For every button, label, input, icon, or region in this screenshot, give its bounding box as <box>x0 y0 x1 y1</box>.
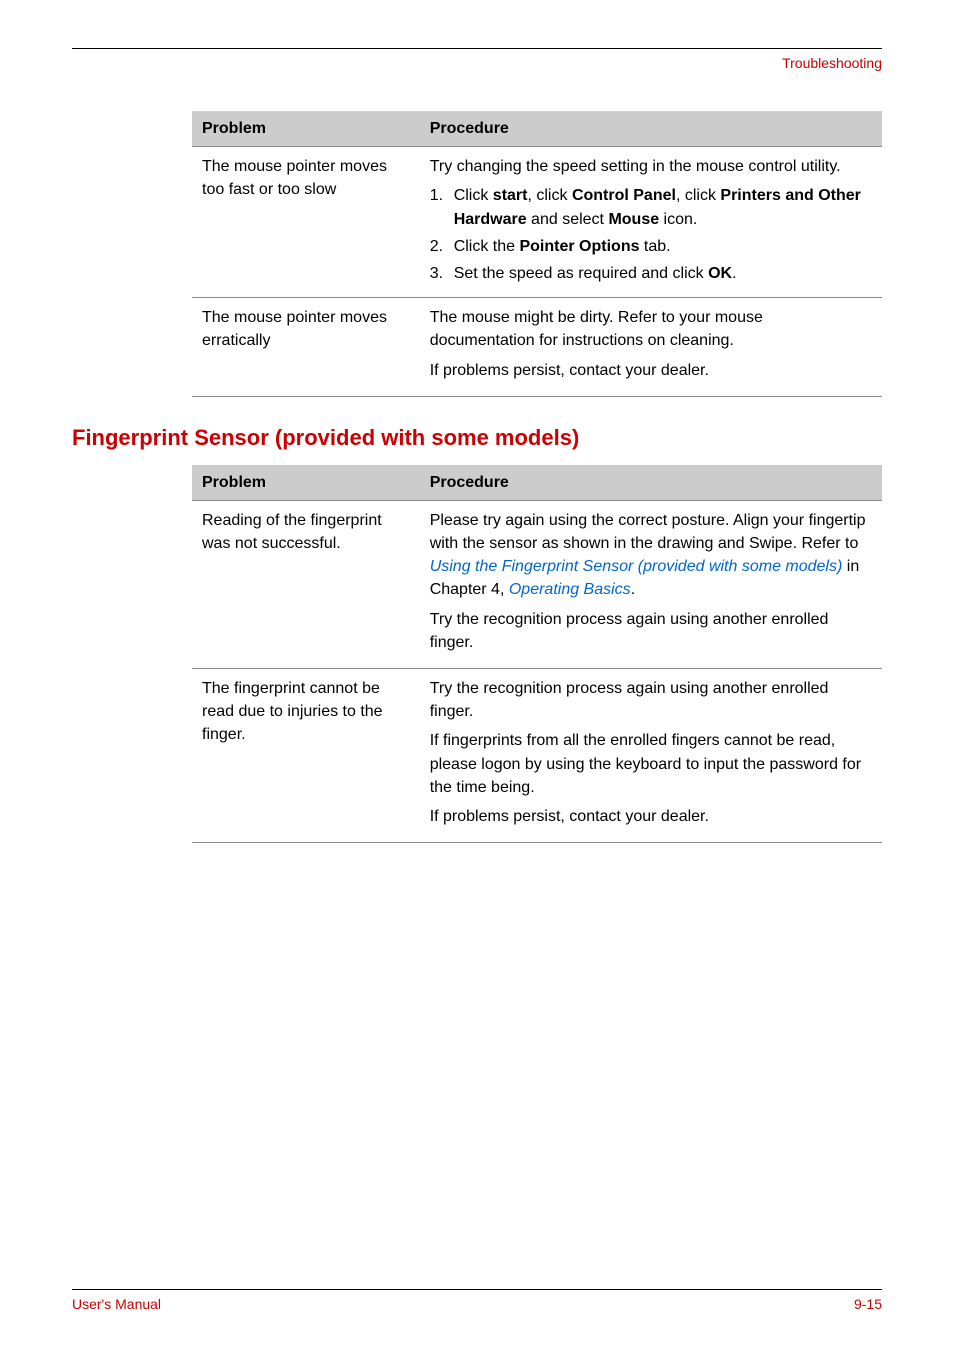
procedure-intro: Try changing the speed setting in the mo… <box>430 155 872 178</box>
table-row: The mouse pointer moves too fast or too … <box>192 147 882 298</box>
link-using-fingerprint-sensor[interactable]: Using the Fingerprint Sensor (provided w… <box>430 558 843 575</box>
procedure-para: Try the recognition process again using … <box>430 608 872 654</box>
table-row: The mouse pointer moves erratically The … <box>192 298 882 397</box>
table2-header-problem: Problem <box>192 465 420 501</box>
table1-header-problem: Problem <box>192 111 420 147</box>
procedure-cell: Try changing the speed setting in the mo… <box>420 147 882 298</box>
procedure-cell: The mouse might be dirty. Refer to your … <box>420 298 882 397</box>
table-row: The fingerprint cannot be read due to in… <box>192 669 882 843</box>
footer-left: User's Manual <box>72 1296 161 1312</box>
step-number: 3. <box>430 262 454 285</box>
procedure-line: Try the recognition process again using … <box>430 677 872 723</box>
procedure-line: If problems persist, contact your dealer… <box>430 805 872 828</box>
step-text: Click start, click Control Panel, click … <box>454 184 872 230</box>
fingerprint-troubleshooting-table: Problem Procedure Reading of the fingerp… <box>192 465 882 843</box>
problem-cell: The mouse pointer moves erratically <box>192 298 420 397</box>
problem-cell: The mouse pointer moves too fast or too … <box>192 147 420 298</box>
header-section-label: Troubleshooting <box>72 55 882 71</box>
link-operating-basics[interactable]: Operating Basics <box>509 581 631 598</box>
table-row: Reading of the fingerprint was not succe… <box>192 500 882 668</box>
step-text: Set the speed as required and click OK. <box>454 262 872 285</box>
procedure-line: The mouse might be dirty. Refer to your … <box>430 306 872 352</box>
list-item: 2. Click the Pointer Options tab. <box>430 235 872 258</box>
problem-cell: Reading of the fingerprint was not succe… <box>192 500 420 668</box>
section-heading-fingerprint: Fingerprint Sensor (provided with some m… <box>72 425 882 451</box>
list-item: 3. Set the speed as required and click O… <box>430 262 872 285</box>
procedure-para: Please try again using the correct postu… <box>430 509 872 602</box>
step-number: 2. <box>430 235 454 258</box>
procedure-line: If fingerprints from all the enrolled fi… <box>430 729 872 799</box>
procedure-cell: Please try again using the correct postu… <box>420 500 882 668</box>
step-text: Click the Pointer Options tab. <box>454 235 872 258</box>
step-number: 1. <box>430 184 454 230</box>
procedure-line: If problems persist, contact your dealer… <box>430 359 872 382</box>
table1-header-procedure: Procedure <box>420 111 882 147</box>
list-item: 1. Click start, click Control Panel, cli… <box>430 184 872 230</box>
table2-header-procedure: Procedure <box>420 465 882 501</box>
mouse-troubleshooting-table: Problem Procedure The mouse pointer move… <box>192 111 882 397</box>
procedure-steps: 1. Click start, click Control Panel, cli… <box>430 184 872 285</box>
top-rule <box>72 48 882 49</box>
footer-right: 9-15 <box>854 1296 882 1312</box>
page-footer: User's Manual 9-15 <box>72 1289 882 1312</box>
problem-cell: The fingerprint cannot be read due to in… <box>192 669 420 843</box>
procedure-cell: Try the recognition process again using … <box>420 669 882 843</box>
